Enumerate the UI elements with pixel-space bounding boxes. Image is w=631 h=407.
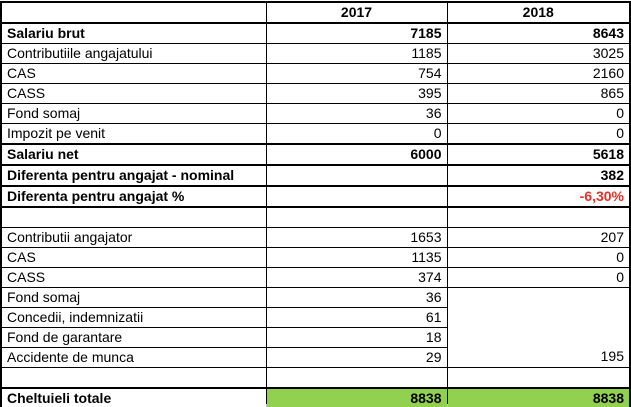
value-2017[interactable]: 395 (265, 83, 448, 104)
table-row-fond-somaj-angajator: Fond somaj 36 195 (0, 287, 631, 368)
value-2018[interactable]: 5618 (446, 143, 631, 166)
row-label[interactable]: Concedii, indemnizatii (0, 307, 267, 328)
table-row-accidente: Accidente de munca 29 (0, 347, 630, 368)
table-row-diferenta-nominal: Diferenta pentru angajat - nominal 382 (0, 164, 631, 187)
table-row-cas: CAS 754 2160 (0, 63, 631, 84)
value-2017[interactable]: 6000 (265, 143, 448, 166)
value-2017[interactable]: 61 (265, 307, 448, 328)
table-row-empty (0, 367, 631, 389)
row-label[interactable]: Accidente de munca (0, 347, 267, 368)
year-header-2017[interactable]: 2017 (265, 1, 448, 24)
empty-cell[interactable] (0, 206, 267, 228)
value-2017[interactable]: 1135 (265, 247, 448, 268)
row-label[interactable]: CAS (0, 247, 267, 268)
value-2017[interactable]: 7185 (265, 22, 448, 44)
year-header-2018[interactable]: 2018 (446, 1, 631, 24)
value-2018[interactable]: 0 (446, 267, 631, 288)
table-row-salariu-brut: Salariu brut 7185 8643 (0, 22, 631, 44)
value-2018[interactable]: 8643 (446, 22, 631, 44)
empty-cell[interactable] (446, 367, 631, 389)
row-label[interactable]: CASS (0, 83, 267, 104)
empty-cell[interactable] (265, 367, 448, 389)
value-2018[interactable]: 3025 (446, 43, 631, 64)
value-2018[interactable]: 0 (446, 247, 631, 268)
gridline-stub (266, 404, 267, 407)
value-2018[interactable]: 382 (446, 164, 631, 187)
value-2017[interactable]: 36 (265, 287, 448, 308)
row-label[interactable]: Fond somaj (0, 287, 267, 308)
row-label[interactable]: Diferenta pentru angajat - nominal (0, 164, 267, 187)
table-row-header: 2017 2018 (0, 1, 631, 24)
value-2017[interactable]: 18 (265, 327, 448, 348)
empty-cell[interactable] (446, 206, 631, 228)
row-label[interactable]: Salariu net (0, 143, 267, 166)
table-row-diferenta-procent: Diferenta pentru angajat % -6,30% (0, 185, 631, 208)
table-row-impozit: Impozit pe venit 0 0 (0, 123, 631, 145)
table-row-contributii-angajator: Contributii angajator 1653 207 (0, 227, 631, 248)
value-2017[interactable]: 1653 (265, 227, 448, 248)
table-row-empty (0, 206, 631, 228)
row-label[interactable]: Salariu brut (0, 22, 267, 44)
row-label[interactable]: Fond de garantare (0, 327, 267, 348)
value-2017[interactable]: 754 (265, 63, 448, 84)
value-2017[interactable]: 374 (265, 267, 448, 288)
table-row-cass-angajator: CASS 374 0 (0, 267, 631, 288)
row-label[interactable]: Fond somaj (0, 103, 267, 124)
value-2017[interactable]: 29 (265, 347, 448, 368)
value-2017[interactable]: 1185 (265, 43, 448, 64)
table-row-cas-angajator: CAS 1135 0 (0, 247, 631, 268)
table-row-contributii-angajat: Contributiile angajatului 1185 3025 (0, 43, 631, 64)
row-label[interactable]: Impozit pe venit (0, 123, 267, 145)
value-2018-negative[interactable]: -6,30% (446, 185, 631, 208)
row-label[interactable]: Cheltuieli totale (0, 387, 267, 407)
table-row-cheltuieli-totale: Cheltuieli totale 8838 8838 (0, 387, 631, 407)
table-row-cass: CASS 395 865 (0, 83, 631, 104)
row-label[interactable]: Contributii angajator (0, 227, 267, 248)
total-2017[interactable]: 8838 (265, 387, 448, 407)
value-2018[interactable]: 0 (446, 123, 631, 145)
value-2017[interactable] (265, 185, 448, 208)
row-label[interactable]: CAS (0, 63, 267, 84)
empty-cell[interactable] (0, 367, 267, 389)
value-2018[interactable]: 0 (446, 103, 631, 124)
gridline-stub (447, 404, 448, 407)
value-2018[interactable]: 2160 (446, 63, 631, 84)
empty-cell[interactable] (265, 206, 448, 228)
value-2018[interactable]: 207 (446, 227, 631, 248)
row-label[interactable]: Contributiile angajatului (0, 43, 267, 64)
value-2018[interactable]: 865 (446, 83, 631, 104)
value-2018-merged[interactable]: 195 (446, 287, 631, 368)
value-2017[interactable] (265, 164, 448, 187)
value-2017[interactable]: 0 (265, 123, 448, 145)
row-label[interactable]: Diferenta pentru angajat % (0, 185, 267, 208)
total-2018[interactable]: 8838 (446, 387, 631, 407)
row-label[interactable]: CASS (0, 267, 267, 288)
table-row-salariu-net: Salariu net 6000 5618 (0, 143, 631, 166)
corner-cell[interactable] (0, 1, 267, 24)
value-2017[interactable]: 36 (265, 103, 448, 124)
table-row-fond-somaj: Fond somaj 36 0 (0, 103, 631, 124)
